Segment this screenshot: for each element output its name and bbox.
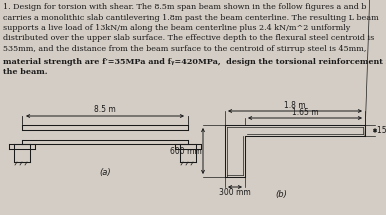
Text: (a): (a) [99,168,111,177]
Text: distributed over the upper slab surface. The effective depth to the flexural ste: distributed over the upper slab surface.… [3,34,374,43]
Text: carries a monolithic slab cantilevering 1.8m past the beam centerline. The resul: carries a monolithic slab cantilevering … [3,14,379,22]
Text: 1.65 m: 1.65 m [292,108,318,117]
Text: 150 mm: 150 mm [377,126,386,135]
Text: 1.8 m: 1.8 m [284,101,306,110]
Text: material strength are f′=35MPa and fᵧ=420MPa,  design the torsional reinforcemen: material strength are f′=35MPa and fᵧ=42… [3,57,386,66]
Text: the beam.: the beam. [3,68,47,76]
Text: 1. Design for torsion with shear. The 8.5m span beam shown in the follow figures: 1. Design for torsion with shear. The 8.… [3,3,366,11]
Text: 300 mm: 300 mm [219,188,251,197]
Text: 600 mm: 600 mm [170,146,202,155]
Text: (b): (b) [275,190,287,199]
Text: 8.5 m: 8.5 m [94,106,116,115]
Text: 535mm, and the distance from the beam surface to the centroid of stirrup steel i: 535mm, and the distance from the beam su… [3,45,366,53]
Text: supports a live load of 13kN/m along the beam centerline plus 2.4 kN/m^2 uniform: supports a live load of 13kN/m along the… [3,24,350,32]
